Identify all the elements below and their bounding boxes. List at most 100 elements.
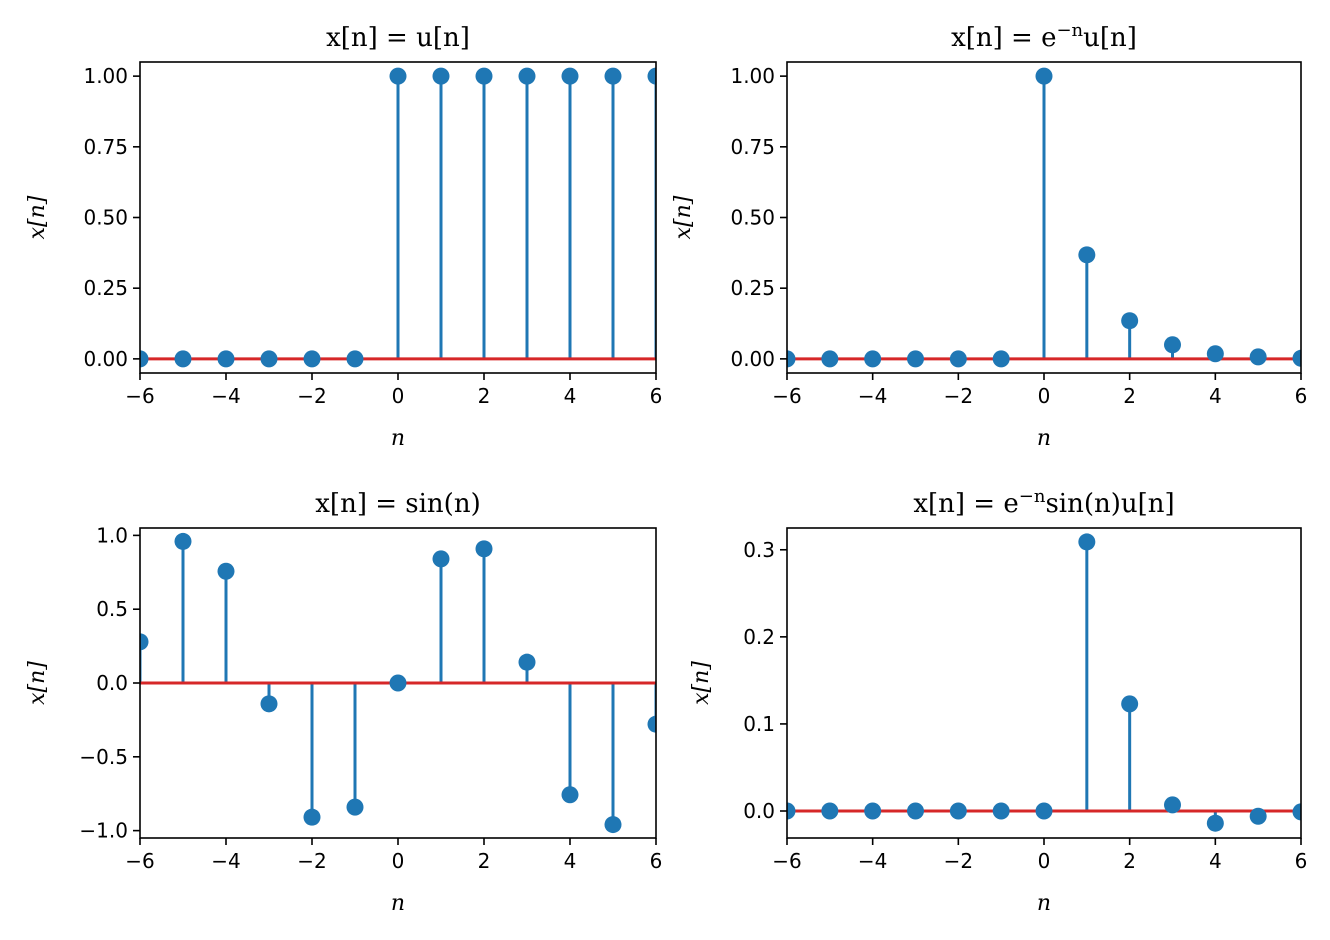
subplot-2: −6 −4 −2 0 2 4 6 0.00 0.25 0.50 0.75 1.00 n x[n] x[n] … (671, 20, 1308, 452)
stem-marker (217, 562, 235, 580)
subplot-title: x[n] = sin(n) (315, 489, 480, 519)
x-tick-label: −6 (125, 849, 154, 873)
stem-marker (140, 633, 149, 651)
y-tick-label: 0.25 (730, 276, 775, 300)
subplot-title: x[n] = e−nu[n] (951, 20, 1137, 54)
y-tick-label: 1.00 (83, 64, 128, 88)
x-tick-label: 2 (1123, 384, 1136, 408)
x-tick-label: −2 (297, 384, 326, 408)
x-tick-label: −4 (211, 384, 240, 408)
y-axis-label: x[n] (671, 195, 696, 239)
x-tick-label: 0 (392, 384, 405, 408)
x-axis-label: n (1037, 426, 1051, 451)
stem-marker (821, 350, 839, 368)
stem-marker (561, 786, 579, 804)
stem-marker (949, 350, 967, 368)
stem-marker (1121, 312, 1139, 330)
stem-marker (1121, 695, 1139, 713)
stem-marker (1035, 802, 1053, 820)
stem-marker (561, 67, 579, 85)
subplot-title: x[n] = e−nsin(n)u[n] (913, 486, 1174, 520)
stem-marker (389, 67, 407, 85)
x-tick-label: 4 (564, 384, 577, 408)
y-tick-label: 0.0 (743, 799, 775, 823)
y-axis-label: x[n] (689, 661, 714, 705)
stem-marker (217, 350, 235, 368)
x-tick-label: 2 (1123, 849, 1136, 873)
stem-marker (303, 350, 321, 368)
stem-marker (174, 350, 192, 368)
stem-marker (475, 67, 493, 85)
subplot-3: −6 −4 −2 0 2 4 6 −1.0 −0.5 0.0 0.5 1.0 n x[n] x[n] = s… (25, 489, 663, 916)
axes-frame (786, 527, 1302, 839)
x-axis-label: n (391, 891, 405, 916)
x-tick-label: 6 (650, 849, 663, 873)
stem-marker (647, 715, 656, 733)
stem-marker (140, 350, 149, 368)
stem-marker (174, 532, 192, 550)
x-tick-label: 4 (1209, 849, 1222, 873)
stem-marker (864, 350, 882, 368)
x-tick-label: −4 (858, 384, 887, 408)
y-tick-label: 0.1 (743, 712, 775, 736)
y-tick-label: 0.75 (730, 135, 775, 159)
plot-area (787, 533, 1301, 832)
stem-marker (787, 350, 796, 368)
y-tick-label: 0.00 (730, 347, 775, 371)
y-tick-label: 0.0 (96, 671, 128, 695)
subplot-4: −6 −4 −2 0 2 4 6 0.0 0.1 0.2 0.3 n x[n] x[n] = e−nsin… (689, 486, 1307, 917)
stem-marker (518, 653, 536, 671)
stem-marker (389, 674, 407, 692)
subplot-title: x[n] = u[n] (326, 23, 470, 53)
x-tick-label: 0 (392, 849, 405, 873)
y-tick-label: 0.5 (96, 597, 128, 621)
x-tick-label: −6 (125, 384, 154, 408)
x-tick-label: −4 (211, 849, 240, 873)
stem-marker (260, 350, 278, 368)
y-tick-label: 0.50 (730, 206, 775, 230)
y-tick-label: 0.25 (83, 276, 128, 300)
stem-marker (1206, 345, 1224, 363)
x-axis-label: n (1037, 891, 1051, 916)
x-tick-label: −2 (944, 384, 973, 408)
x-tick-label: 4 (1209, 384, 1222, 408)
y-tick-label: 1.0 (96, 523, 128, 547)
y-tick-label: 0.00 (83, 347, 128, 371)
stem-marker (1292, 349, 1301, 367)
stem-marker (604, 67, 622, 85)
stem-marker (1249, 348, 1267, 366)
stem-marker (1078, 246, 1096, 264)
y-tick-label: 0.2 (743, 625, 775, 649)
stem-marker (1292, 803, 1301, 821)
stem-marker (518, 67, 536, 85)
y-tick-label: 0.3 (743, 538, 775, 562)
stem-marker (992, 802, 1010, 820)
stem-marker (949, 802, 967, 820)
x-tick-label: 6 (650, 384, 663, 408)
x-tick-label: −6 (772, 849, 801, 873)
x-axis-label: n (391, 426, 405, 451)
stem-marker (1078, 533, 1096, 551)
stem-marker (346, 350, 364, 368)
x-tick-label: 2 (478, 849, 491, 873)
stem-marker (1035, 67, 1053, 85)
plot-area (140, 532, 656, 834)
stem-marker (260, 695, 278, 713)
plot-area (787, 67, 1301, 368)
x-tick-label: 2 (478, 384, 491, 408)
x-tick-label: 6 (1295, 384, 1308, 408)
plot-area (140, 67, 656, 368)
stem-marker (647, 67, 656, 85)
stem-marker (1206, 814, 1224, 832)
stem-marker (1249, 807, 1267, 825)
stem-marker (1164, 336, 1181, 354)
y-axis-label: x[n] (25, 661, 50, 705)
y-tick-label: −1.0 (79, 819, 128, 843)
stem-marker (1164, 796, 1181, 814)
y-tick-label: 0.50 (83, 206, 128, 230)
stem-marker (475, 540, 493, 558)
stem-marker (864, 802, 882, 820)
x-tick-label: −4 (858, 849, 887, 873)
stem-marker (821, 802, 839, 820)
